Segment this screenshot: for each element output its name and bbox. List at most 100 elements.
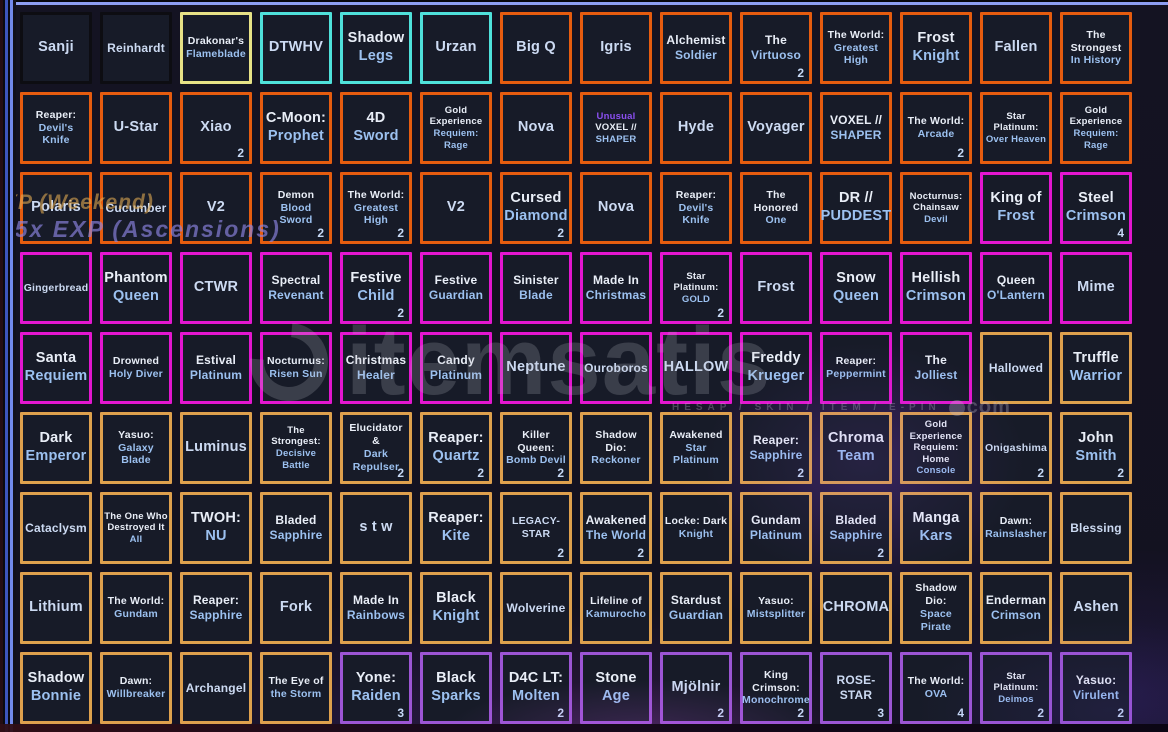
item-tile[interactable]: Ouroboros xyxy=(580,332,652,404)
item-tile[interactable]: The World: Greatest High xyxy=(820,12,892,84)
item-tile[interactable]: Yasuo: Mistsplitter xyxy=(740,572,812,644)
item-tile[interactable]: Elucidator & Dark Repulser 2 xyxy=(340,412,412,484)
item-tile[interactable]: Phantom Queen xyxy=(100,252,172,324)
item-tile[interactable]: Nova xyxy=(580,172,652,244)
item-tile[interactable]: Star Platinum: Over Heaven xyxy=(980,92,1052,164)
item-tile[interactable]: TWOH: NU xyxy=(180,492,252,564)
item-tile[interactable]: Big Q xyxy=(500,12,572,84)
item-tile[interactable]: Frost xyxy=(740,252,812,324)
item-tile[interactable]: Awakened Star Platinum xyxy=(660,412,732,484)
item-tile[interactable]: Reaper: Sapphire 2 xyxy=(740,412,812,484)
item-tile[interactable]: The World: OVA 4 xyxy=(900,652,972,724)
item-tile[interactable]: Bladed Sapphire xyxy=(260,492,332,564)
item-tile[interactable]: The Eye of the Storm xyxy=(260,652,332,724)
item-tile[interactable]: Gold Experience Requiem: Rage xyxy=(420,92,492,164)
item-tile[interactable]: Mime xyxy=(1060,252,1132,324)
item-tile[interactable]: Bladed Sapphire 2 xyxy=(820,492,892,564)
item-tile[interactable]: HALLOW xyxy=(660,332,732,404)
item-tile[interactable]: Steel Crimson 4 xyxy=(1060,172,1132,244)
item-tile[interactable]: Urzan xyxy=(420,12,492,84)
item-tile[interactable]: VOXEL //SHAPER xyxy=(820,92,892,164)
item-tile[interactable]: CTWR xyxy=(180,252,252,324)
item-tile[interactable]: Freddy Krueger xyxy=(740,332,812,404)
item-tile[interactable]: Drakonar's Flameblade xyxy=(180,12,252,84)
item-tile[interactable]: 4D Sword xyxy=(340,92,412,164)
item-tile[interactable]: Yasuo: Virulent 2 xyxy=(1060,652,1132,724)
item-tile[interactable]: Gundam Platinum xyxy=(740,492,812,564)
item-tile[interactable]: Shadow Bonnie xyxy=(20,652,92,724)
item-tile[interactable]: Gingerbread xyxy=(20,252,92,324)
item-tile[interactable]: Candy Platinum xyxy=(420,332,492,404)
item-tile[interactable]: Alchemist Soldier xyxy=(660,12,732,84)
item-tile[interactable]: Yasuo: Galaxy Blade xyxy=(100,412,172,484)
item-tile[interactable]: C-Moon: Prophet xyxy=(260,92,332,164)
item-tile[interactable]: Dark Emperor xyxy=(20,412,92,484)
item-tile[interactable]: Killer Queen: Bomb Devil 2 xyxy=(500,412,572,484)
item-tile[interactable]: Santa Requiem xyxy=(20,332,92,404)
item-tile[interactable]: Star Platinum: Deimos 2 xyxy=(980,652,1052,724)
item-tile[interactable]: U-Star xyxy=(100,92,172,164)
item-tile[interactable]: Sinister Blade xyxy=(500,252,572,324)
item-tile[interactable]: Truffle Warrior xyxy=(1060,332,1132,404)
item-tile[interactable]: Neptune xyxy=(500,332,572,404)
item-tile[interactable]: Voyager xyxy=(740,92,812,164)
item-tile[interactable]: Manga Kars xyxy=(900,492,972,564)
item-tile[interactable]: Stone Age xyxy=(580,652,652,724)
item-tile[interactable]: Igris xyxy=(580,12,652,84)
item-tile[interactable]: V2 xyxy=(420,172,492,244)
item-tile[interactable]: Mjölnir 2 xyxy=(660,652,732,724)
item-tile[interactable]: Unusual VOXEL //SHAPER xyxy=(580,92,652,164)
item-tile[interactable]: Dawn: Willbreaker xyxy=(100,652,172,724)
item-tile[interactable]: Christmas Healer xyxy=(340,332,412,404)
item-tile[interactable]: The Strongest In History xyxy=(1060,12,1132,84)
item-tile[interactable]: Drowned Holy Diver xyxy=(100,332,172,404)
item-tile[interactable]: Lithium xyxy=(20,572,92,644)
item-tile[interactable]: Reaper: Devil's Knife xyxy=(20,92,92,164)
item-tile[interactable]: The Jolliest xyxy=(900,332,972,404)
item-tile[interactable]: ROSE-STAR 3 xyxy=(820,652,892,724)
item-tile[interactable]: Wolverine xyxy=(500,572,572,644)
item-tile[interactable]: Festive Child 2 xyxy=(340,252,412,324)
item-tile[interactable]: Gold Experience Requiem: Rage xyxy=(1060,92,1132,164)
item-tile[interactable]: DTWHV xyxy=(260,12,332,84)
item-tile[interactable]: Ashen xyxy=(1060,572,1132,644)
item-tile[interactable]: Hellish Crimson xyxy=(900,252,972,324)
item-tile[interactable]: Shadow Legs xyxy=(340,12,412,84)
item-tile[interactable]: King Crimson: Monochrome 2 xyxy=(740,652,812,724)
item-tile[interactable]: Demon Blood Sword 2 xyxy=(260,172,332,244)
item-tile[interactable]: Sanji xyxy=(20,12,92,84)
item-tile[interactable]: Reaper: Quartz 2 xyxy=(420,412,492,484)
item-tile[interactable]: Queen O'Lantern xyxy=(980,252,1052,324)
item-tile[interactable]: Cataclysm xyxy=(20,492,92,564)
item-tile[interactable]: Dawn: Rainslasher xyxy=(980,492,1052,564)
item-tile[interactable]: Onigashima 2 xyxy=(980,412,1052,484)
item-tile[interactable]: Lifeline of Kamurocho xyxy=(580,572,652,644)
item-tile[interactable]: Gold Experience Requiem: Home Console xyxy=(900,412,972,484)
item-tile[interactable]: Nocturnus: Risen Sun xyxy=(260,332,332,404)
item-tile[interactable]: The World: Greatest High 2 xyxy=(340,172,412,244)
item-tile[interactable]: Shadow Dio: Reckoner xyxy=(580,412,652,484)
item-tile[interactable]: Cursed Diamond 2 xyxy=(500,172,572,244)
item-tile[interactable]: Locke: Dark Knight xyxy=(660,492,732,564)
item-tile[interactable]: Nocturnus: Chainsaw Devil xyxy=(900,172,972,244)
item-tile[interactable]: LEGACY-STAR 2 xyxy=(500,492,572,564)
item-tile[interactable]: Fork xyxy=(260,572,332,644)
item-tile[interactable]: Reaper: Devil's Knife xyxy=(660,172,732,244)
item-tile[interactable]: Snow Queen xyxy=(820,252,892,324)
item-tile[interactable]: Shadow Dio: Space Pirate xyxy=(900,572,972,644)
item-tile[interactable]: Enderman Crimson xyxy=(980,572,1052,644)
item-tile[interactable]: Hallowed xyxy=(980,332,1052,404)
item-tile[interactable]: Awakened The World 2 xyxy=(580,492,652,564)
item-tile[interactable]: V2 xyxy=(180,172,252,244)
item-tile[interactable]: The Strongest: Decisive Battle xyxy=(260,412,332,484)
item-tile[interactable]: Hyde xyxy=(660,92,732,164)
item-tile[interactable]: Fallen xyxy=(980,12,1052,84)
item-tile[interactable]: Reaper: Sapphire xyxy=(180,572,252,644)
item-tile[interactable]: John Smith 2 xyxy=(1060,412,1132,484)
item-tile[interactable]: Cucumber xyxy=(100,172,172,244)
item-tile[interactable]: DR //PUDDEST xyxy=(820,172,892,244)
item-tile[interactable]: The One Who Destroyed It All xyxy=(100,492,172,564)
item-tile[interactable]: Black Sparks xyxy=(420,652,492,724)
item-tile[interactable]: King of Frost xyxy=(980,172,1052,244)
item-tile[interactable]: Reaper: Peppermint xyxy=(820,332,892,404)
